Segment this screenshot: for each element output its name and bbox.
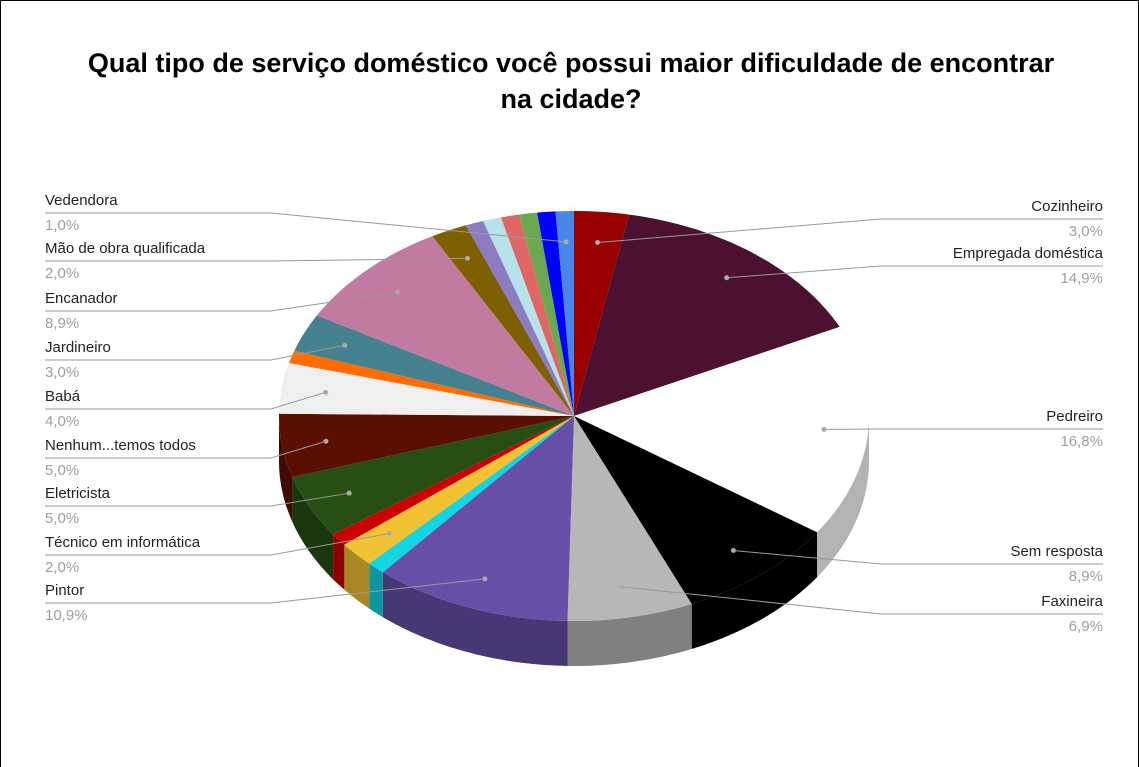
leader-dot xyxy=(342,342,348,348)
slice-side xyxy=(691,532,817,649)
slice-value-label: 6,9% xyxy=(1069,618,1103,635)
leader-dot xyxy=(821,426,827,432)
slice-label: Empregada doméstica xyxy=(953,245,1104,262)
slice-side xyxy=(382,572,568,666)
leader-dot xyxy=(619,584,625,590)
slice xyxy=(279,363,574,416)
leader-dot xyxy=(724,275,730,281)
slice xyxy=(465,221,574,416)
leader-line xyxy=(45,578,485,604)
slice xyxy=(537,211,574,416)
leader-dot xyxy=(395,289,401,295)
slice xyxy=(483,217,574,416)
slice xyxy=(518,212,574,416)
slice-label: Sem resposta xyxy=(1010,543,1103,560)
slice-value-label: 8,9% xyxy=(45,315,79,332)
pie-tops xyxy=(279,211,869,621)
slice xyxy=(574,326,869,533)
slice-value-label: 5,0% xyxy=(45,462,79,479)
leader-line xyxy=(45,291,398,312)
leader-line xyxy=(45,344,345,361)
slice xyxy=(316,236,574,416)
slice-label: Encanador xyxy=(45,290,118,307)
leader-line xyxy=(45,391,326,410)
slice xyxy=(292,416,574,535)
slice-value-label: 1,0% xyxy=(45,217,79,234)
slice-label: Pintor xyxy=(45,582,84,599)
slice-side xyxy=(292,477,334,580)
chart-title: Qual tipo de serviço doméstico você poss… xyxy=(87,48,1055,114)
slice xyxy=(567,416,692,621)
slice xyxy=(369,416,574,573)
leader-dot xyxy=(595,240,601,246)
leader-dot xyxy=(323,438,329,444)
slice-value-label: 3,0% xyxy=(1069,223,1103,240)
slice-label: Eletricista xyxy=(45,485,111,502)
slice xyxy=(574,211,630,416)
slice-value-label: 2,0% xyxy=(45,265,79,282)
slice-side xyxy=(369,563,383,618)
leader-line xyxy=(733,549,1103,565)
slice-value-label: 4,0% xyxy=(45,413,79,430)
slice-value-label: 14,9% xyxy=(1060,270,1103,287)
leader-line xyxy=(45,212,567,243)
slice-label: Cozinheiro xyxy=(1031,198,1103,215)
slice xyxy=(333,416,574,545)
slice xyxy=(555,211,574,416)
leader-dot xyxy=(386,531,392,537)
slice-value-label: 3,0% xyxy=(45,364,79,381)
slice xyxy=(574,214,840,416)
slice xyxy=(294,315,574,416)
slice-label: Pedreiro xyxy=(1046,408,1103,425)
slice-label: Nenhum...temos todos xyxy=(45,437,196,454)
leader-dot xyxy=(323,389,329,395)
slice xyxy=(574,416,817,604)
slice xyxy=(289,350,574,416)
slice-value-label: 2,0% xyxy=(45,559,79,576)
leader-dot xyxy=(482,576,488,582)
leader-dot xyxy=(563,239,569,245)
leader-line xyxy=(45,440,327,459)
leader-line xyxy=(726,265,1103,279)
leader-line xyxy=(45,492,350,507)
slice-label: Faxineira xyxy=(1041,593,1103,610)
slice-side xyxy=(333,534,345,590)
slice-label: Babá xyxy=(45,388,81,405)
slice-side xyxy=(817,416,869,578)
leader-line xyxy=(45,533,390,556)
slice-side xyxy=(567,604,692,666)
slice-side xyxy=(279,416,293,522)
leader-dot xyxy=(730,547,736,553)
leader-line xyxy=(622,586,1103,615)
slice xyxy=(500,214,574,416)
leader-dot xyxy=(465,255,471,261)
slice-value-label: 16,8% xyxy=(1060,433,1103,450)
leader-dot xyxy=(346,490,352,496)
slice-label: Técnico em informática xyxy=(45,534,201,551)
slice-label: Vedendora xyxy=(45,192,118,209)
pie-sides xyxy=(279,416,869,666)
leader-line xyxy=(45,257,468,262)
leader-line xyxy=(597,218,1103,244)
slice-label: Mão de obra qualificada xyxy=(45,240,206,257)
labels: Cozinheiro 3,0% Empregada doméstica 14,9% Pe… xyxy=(45,192,1104,635)
slice xyxy=(344,416,574,564)
slice-value-label: 8,9% xyxy=(1069,568,1103,585)
slice-value-label: 10,9% xyxy=(45,607,88,624)
slice-label: Jardineiro xyxy=(45,339,111,356)
slice xyxy=(279,413,574,477)
slice xyxy=(382,416,574,621)
slice xyxy=(432,225,574,416)
slice-value-label: 5,0% xyxy=(45,510,79,527)
